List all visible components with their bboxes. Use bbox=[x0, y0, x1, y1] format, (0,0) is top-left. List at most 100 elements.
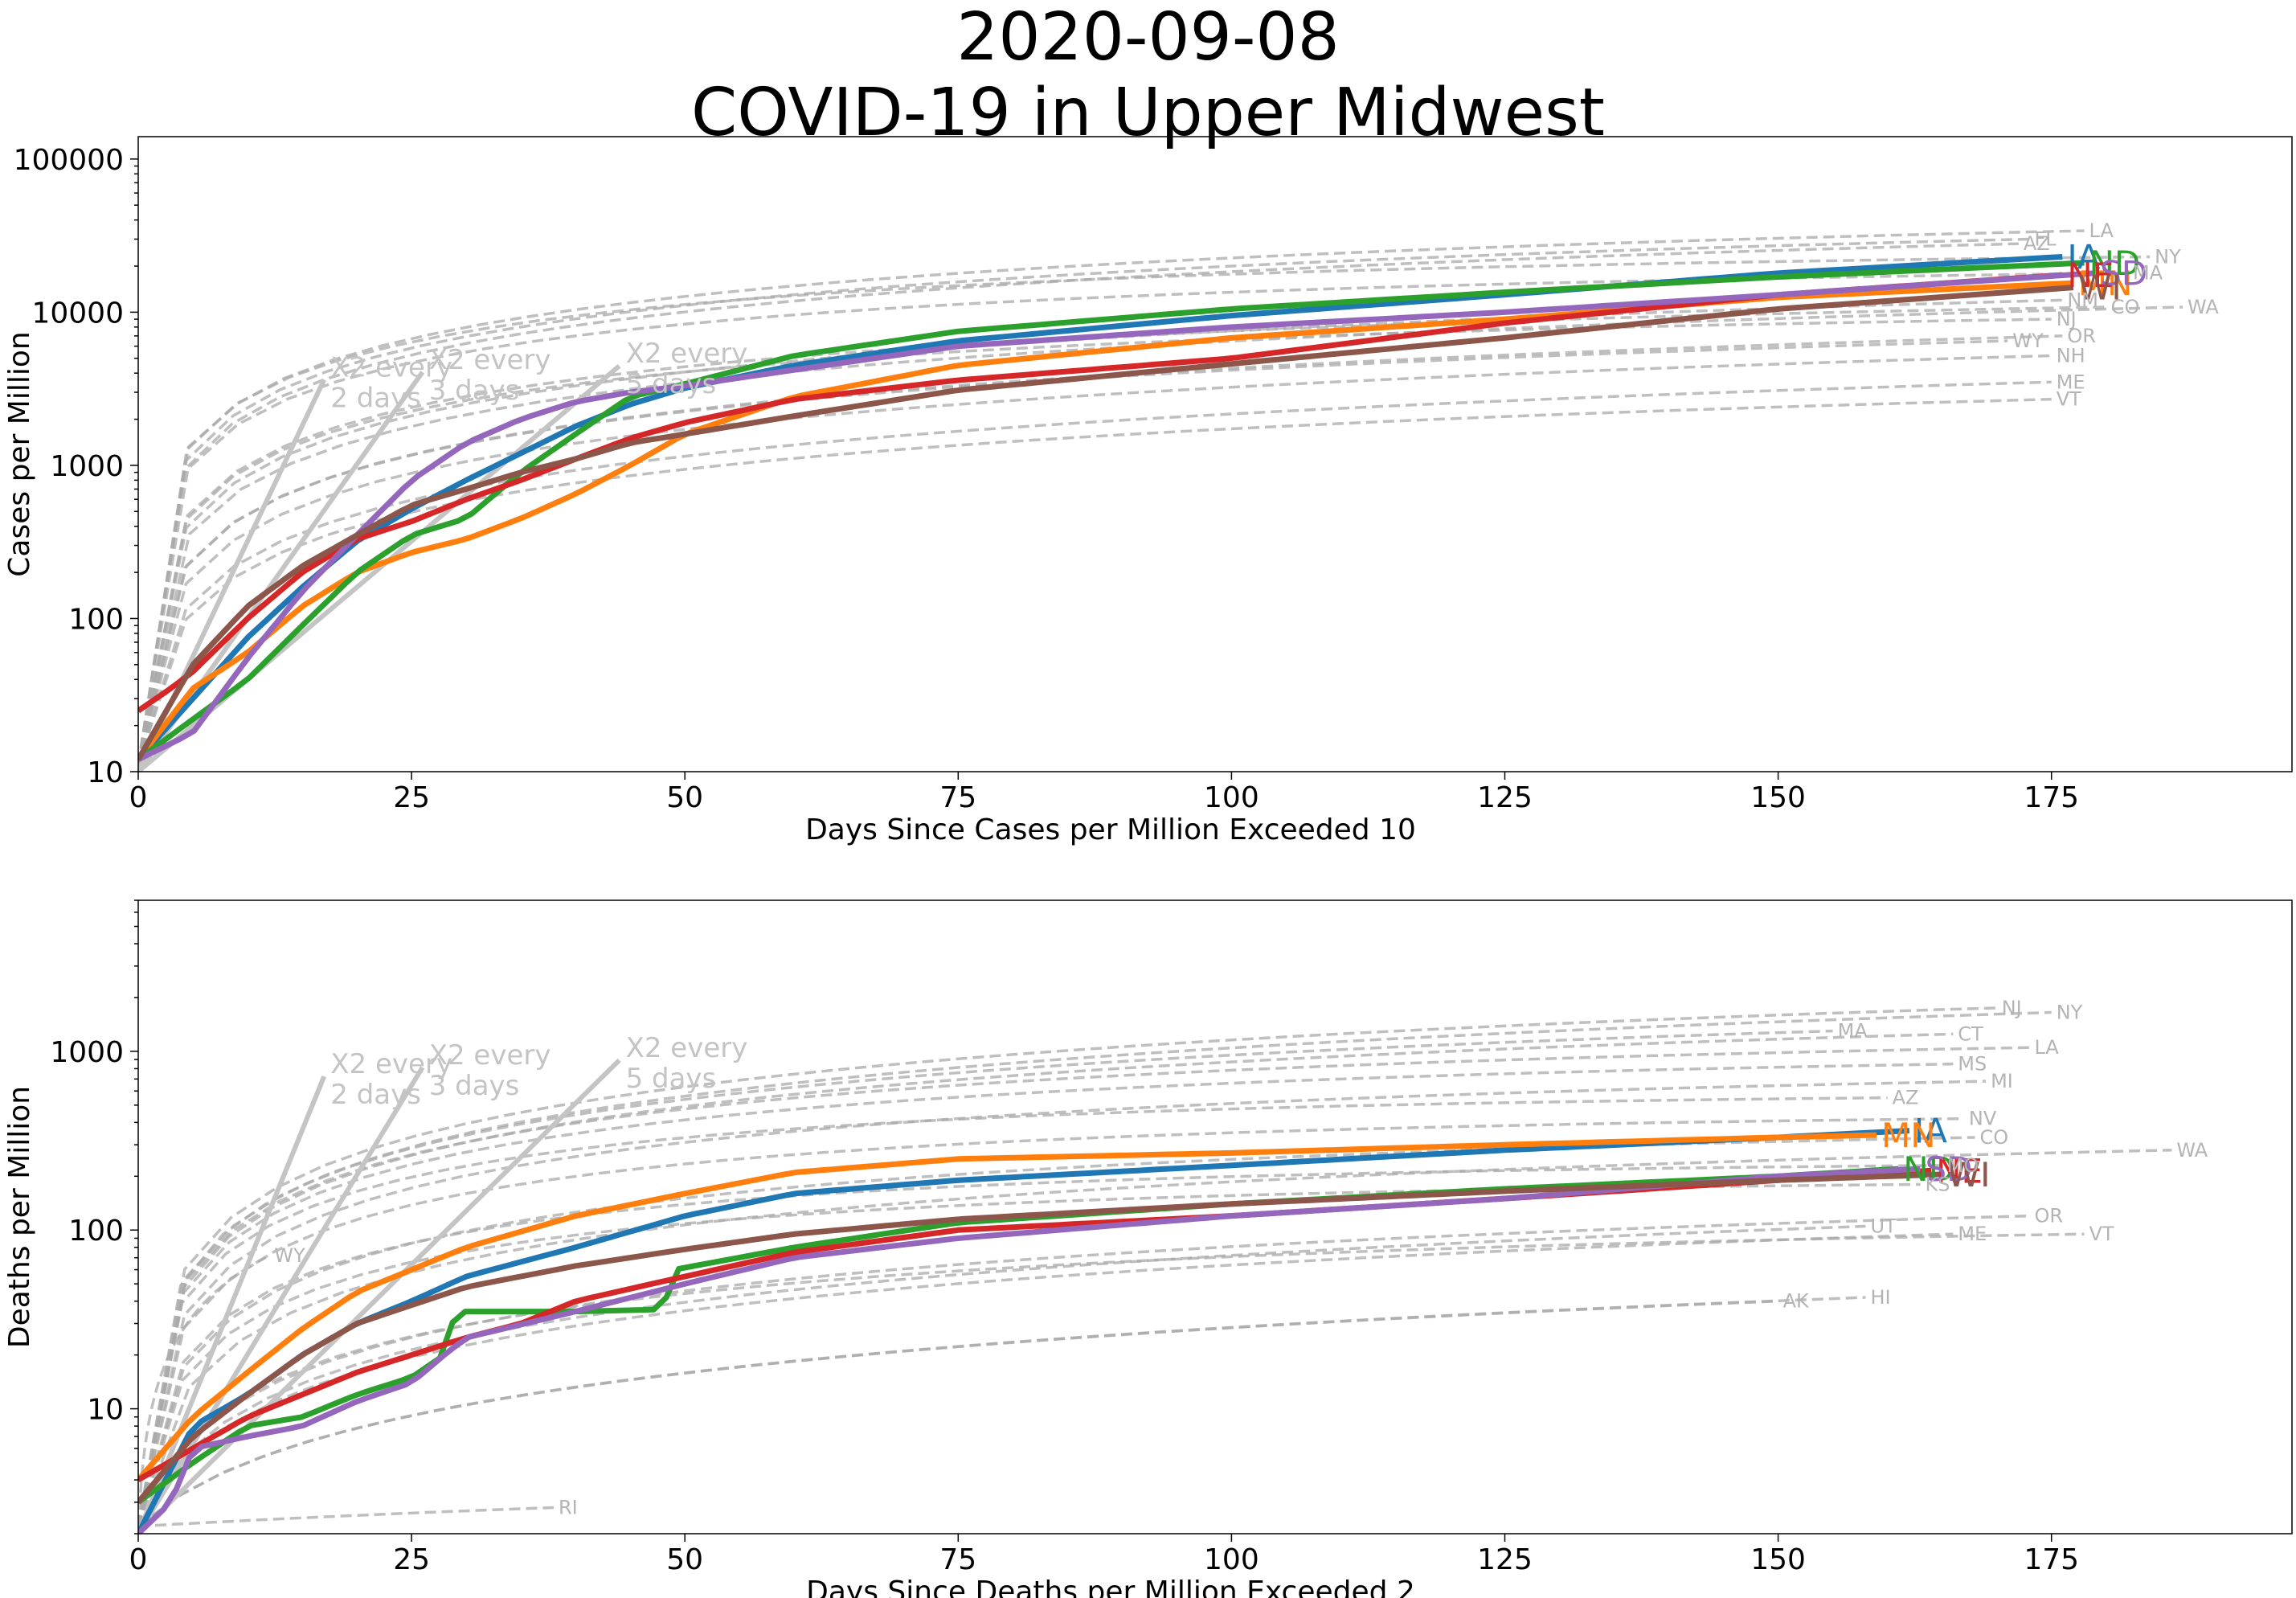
series-WI bbox=[138, 1171, 1942, 1505]
y-tick-label: 100 bbox=[68, 1215, 124, 1248]
x-tick-label: 25 bbox=[393, 1543, 430, 1576]
state-series-AZ bbox=[138, 242, 2019, 766]
state-series-MA bbox=[138, 1029, 1833, 1527]
y-tick-label: 10 bbox=[87, 756, 124, 789]
y-axis-label: Cases per Million bbox=[3, 331, 36, 576]
state-label-ME: ME bbox=[1958, 1223, 1987, 1245]
x-tick-label: 50 bbox=[666, 781, 703, 814]
state-label-KS: KS bbox=[1925, 1173, 1950, 1195]
axes-frame bbox=[137, 899, 2293, 1534]
state-label-WA: WA bbox=[2176, 1139, 2208, 1162]
state-label-OR: OR bbox=[2067, 325, 2096, 347]
state-series-RI bbox=[138, 1506, 555, 1528]
state-label-MO: MO bbox=[1947, 1154, 1979, 1177]
state-series-NJ bbox=[138, 1006, 1997, 1527]
state-label-CO: CO bbox=[2111, 296, 2140, 318]
title-date: 2020-09-08 bbox=[956, 0, 1340, 76]
state-series-AK bbox=[138, 1299, 1778, 1528]
state-series-MI bbox=[138, 1080, 1987, 1527]
x-tick-label: 125 bbox=[1477, 781, 1533, 814]
state-series-NH bbox=[138, 354, 2052, 766]
x-tick-label: 100 bbox=[1204, 781, 1259, 814]
series-WI bbox=[138, 285, 2074, 761]
doubling-label-2days: X2 every 2 days bbox=[330, 351, 452, 414]
doubling-line-5days bbox=[138, 1058, 621, 1534]
state-label-CT: CT bbox=[1958, 1022, 1983, 1045]
state-label-RI: RI bbox=[559, 1497, 578, 1519]
x-tick-label: 75 bbox=[939, 1543, 976, 1576]
state-label-ME: ME bbox=[2057, 371, 2085, 393]
state-label-FL: FL bbox=[2035, 227, 2057, 250]
x-tick-label: 0 bbox=[129, 1543, 148, 1576]
state-label-NV: NV bbox=[1969, 1108, 1997, 1130]
state-series-CO bbox=[138, 1136, 1975, 1527]
state-label-HI: HI bbox=[1870, 1286, 1890, 1309]
x-tick-label: 0 bbox=[129, 781, 148, 814]
state-label-NM: NM bbox=[2067, 289, 2098, 311]
series-label-ND: ND bbox=[1903, 1149, 1954, 1189]
state-label-VT: VT bbox=[2057, 388, 2081, 411]
x-axis-label: Days Since Deaths per Million Exceeded 2 bbox=[806, 1575, 1415, 1598]
state-label-AZ: AZ bbox=[1893, 1087, 1919, 1109]
state-label-OR: OR bbox=[2035, 1205, 2064, 1227]
series-IA bbox=[138, 1128, 1910, 1534]
plot-area bbox=[138, 229, 2183, 772]
series-label-MN: MN bbox=[1881, 1116, 1936, 1155]
x-tick-label: 175 bbox=[2024, 781, 2079, 814]
state-series-HI bbox=[138, 1296, 1866, 1528]
state-label-WY: WY bbox=[274, 1244, 305, 1267]
doubling-line-2days bbox=[138, 1075, 327, 1534]
y-tick-label: 1000 bbox=[50, 450, 124, 483]
x-tick-label: 150 bbox=[1750, 1543, 1806, 1576]
state-label-NY: NY bbox=[2155, 245, 2181, 268]
state-series-NV bbox=[138, 1117, 1964, 1527]
axes-frame bbox=[137, 136, 2293, 772]
x-tick-label: 175 bbox=[2024, 1543, 2079, 1576]
series-label-MN: MN bbox=[2078, 264, 2133, 303]
state-series-AZ bbox=[138, 1096, 1888, 1527]
state-series-WY bbox=[138, 339, 2008, 766]
x-tick-label: 25 bbox=[393, 781, 430, 814]
x-tick-label: 100 bbox=[1204, 1543, 1259, 1576]
state-series-WA bbox=[138, 1149, 2172, 1527]
series-label-SD: SD bbox=[1925, 1149, 1972, 1189]
state-series-FL bbox=[138, 237, 2030, 766]
state-label-LA: LA bbox=[2035, 1036, 2060, 1059]
series-label-ND: ND bbox=[2089, 244, 2141, 283]
state-label-AZ: AZ bbox=[2024, 232, 2050, 255]
x-tick-label: 50 bbox=[666, 1543, 703, 1576]
state-series-VT bbox=[138, 1232, 2085, 1527]
y-tick-label: 10 bbox=[87, 1394, 124, 1427]
figure-title: 2020-09-08 COVID-19 in Upper Midwest bbox=[0, 0, 2296, 151]
series-label-NE: NE bbox=[1936, 1151, 1983, 1190]
series-label-IA: IA bbox=[1914, 1112, 1947, 1151]
y-tick-label: 100000 bbox=[14, 144, 124, 177]
plot-area bbox=[138, 1006, 2172, 1534]
state-label-CO: CO bbox=[1979, 1126, 2008, 1149]
doubling-label-5days: X2 every 5 days bbox=[626, 1032, 748, 1095]
state-label-MS: MS bbox=[1958, 1053, 1987, 1076]
state-series-NY bbox=[138, 1010, 2052, 1527]
y-tick-label: 100 bbox=[68, 603, 124, 636]
series-label-WI: WI bbox=[2078, 268, 2122, 308]
y-tick-label: 10000 bbox=[31, 297, 124, 330]
state-label-NH: NH bbox=[2057, 344, 2085, 367]
doubling-label-2days: X2 every 2 days bbox=[330, 1048, 452, 1111]
series-MN bbox=[138, 1132, 1877, 1482]
state-series-ME bbox=[138, 380, 2052, 766]
state-series-LA bbox=[138, 229, 2085, 766]
series-SD bbox=[138, 270, 2096, 763]
y-tick-label: 1000 bbox=[50, 1036, 124, 1069]
doubling-line-3days bbox=[138, 1066, 425, 1534]
series-label-IA: IA bbox=[2067, 237, 2100, 277]
state-label-LA: LA bbox=[2089, 219, 2114, 242]
doubling-label-5days: X2 every 5 days bbox=[626, 338, 748, 400]
x-tick-label: 75 bbox=[939, 781, 976, 814]
series-IA bbox=[138, 254, 2063, 762]
state-label-MA: MA bbox=[1838, 1020, 1868, 1043]
state-series-LA bbox=[138, 1046, 2030, 1527]
state-series-UT bbox=[138, 1224, 1866, 1527]
series-label-SD: SD bbox=[2100, 254, 2147, 293]
